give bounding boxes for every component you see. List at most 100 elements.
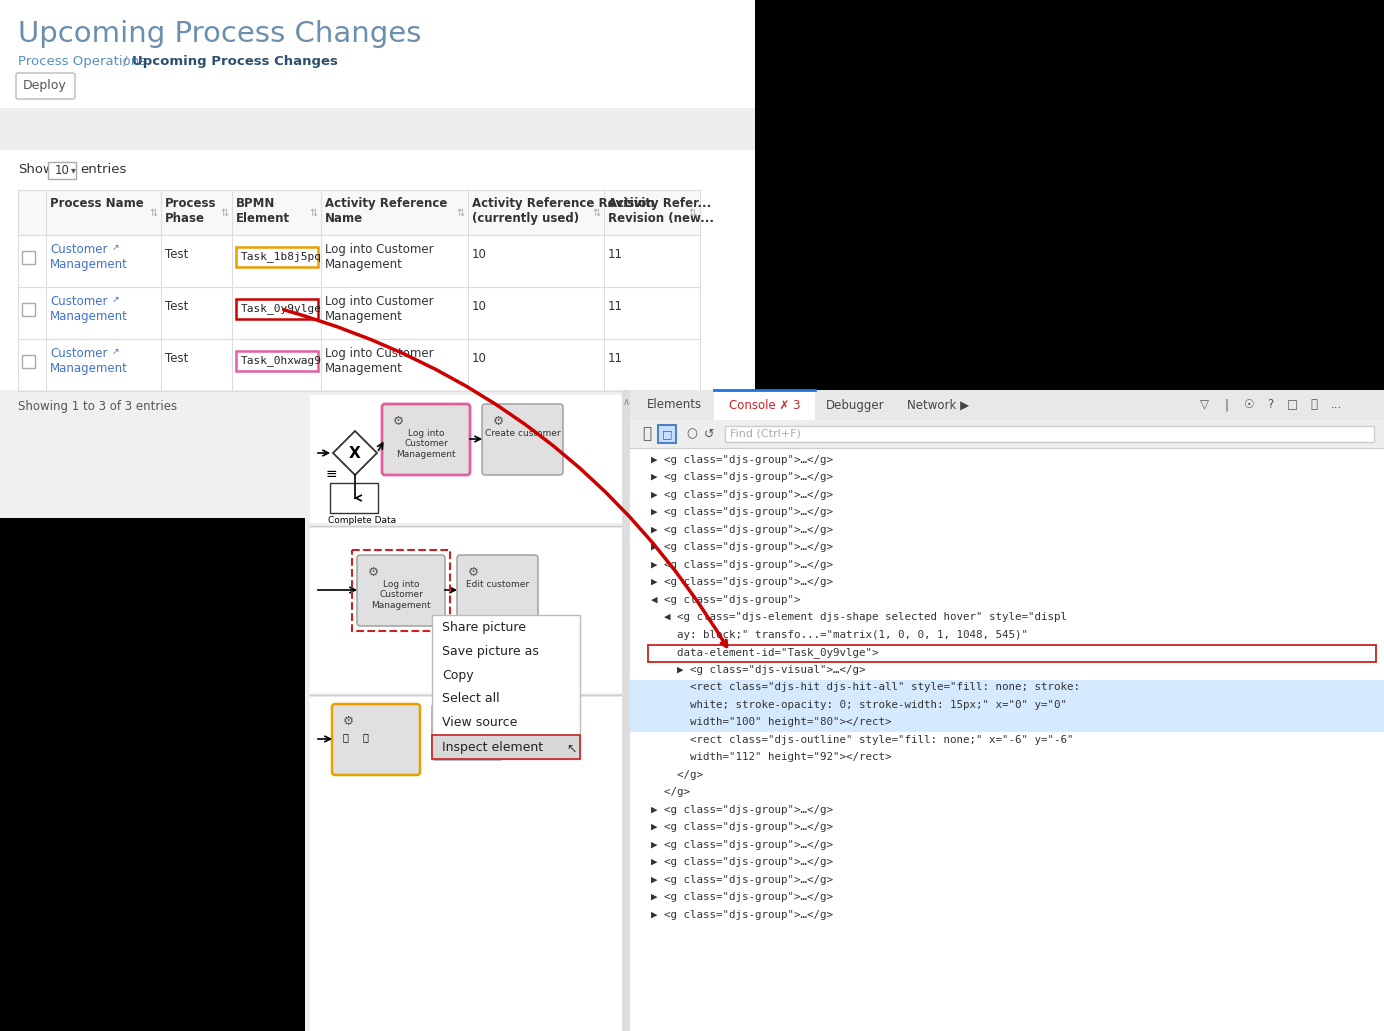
Text: Find (Ctrl+F): Find (Ctrl+F) xyxy=(729,429,801,439)
Text: ▶ <g class="djs-group">…</g>: ▶ <g class="djs-group">…</g> xyxy=(638,525,833,535)
Bar xyxy=(630,390,1384,1031)
Text: ≡: ≡ xyxy=(327,467,338,481)
Text: /: / xyxy=(123,55,127,68)
Text: |: | xyxy=(1223,399,1228,411)
Text: ⇅: ⇅ xyxy=(220,207,228,218)
Text: white; stroke-opacity: 0; stroke-width: 15px;" x="0" y="0": white; stroke-opacity: 0; stroke-width: … xyxy=(638,700,1067,709)
Text: Deploy: Deploy xyxy=(24,79,66,93)
Bar xyxy=(630,420,1384,448)
Text: Customer
Management: Customer Management xyxy=(50,295,127,323)
Text: Save picture as: Save picture as xyxy=(441,644,538,658)
FancyBboxPatch shape xyxy=(17,73,75,99)
Bar xyxy=(630,697,1384,714)
Text: Inspect element: Inspect element xyxy=(441,740,543,754)
Text: ⇅: ⇅ xyxy=(688,207,696,218)
Text: ▶ <g class="djs-group">…</g>: ▶ <g class="djs-group">…</g> xyxy=(638,857,833,867)
Text: ⇅: ⇅ xyxy=(455,207,464,218)
Text: 11: 11 xyxy=(608,248,623,262)
Bar xyxy=(0,0,756,390)
Text: Create customer: Create customer xyxy=(484,429,561,438)
Bar xyxy=(0,518,304,1031)
Text: Log into Customer
Management: Log into Customer Management xyxy=(325,243,433,271)
Bar xyxy=(630,679,1384,697)
FancyBboxPatch shape xyxy=(357,555,446,626)
Text: Process Operations: Process Operations xyxy=(18,55,147,68)
Text: X: X xyxy=(349,445,361,461)
Bar xyxy=(0,108,756,149)
Text: entries: entries xyxy=(80,163,126,176)
Text: 10: 10 xyxy=(55,164,69,177)
Text: 10: 10 xyxy=(472,353,487,366)
Text: ⇅: ⇅ xyxy=(149,207,158,218)
Text: ◀ <g class="djs-group">: ◀ <g class="djs-group"> xyxy=(638,595,800,605)
Bar xyxy=(237,247,318,267)
Text: ▶ <g class="djs-group">…</g>: ▶ <g class="djs-group">…</g> xyxy=(638,805,833,814)
Bar xyxy=(630,390,1384,420)
Text: ...: ... xyxy=(1330,399,1341,411)
Text: Process Name: Process Name xyxy=(50,197,144,210)
Text: Activity Reference
Name: Activity Reference Name xyxy=(325,197,447,225)
Text: ⇅: ⇅ xyxy=(592,207,601,218)
Bar xyxy=(22,355,35,368)
Text: ↖: ↖ xyxy=(566,742,577,756)
Text: ⇅: ⇅ xyxy=(309,207,317,218)
Bar xyxy=(310,528,621,693)
Text: ▶ <g class="djs-group">…</g>: ▶ <g class="djs-group">…</g> xyxy=(638,892,833,902)
Bar xyxy=(310,395,621,523)
Bar xyxy=(329,483,378,513)
FancyBboxPatch shape xyxy=(432,704,502,760)
Text: ?: ? xyxy=(1266,399,1273,411)
Text: ▶ <g class="djs-group">…</g>: ▶ <g class="djs-group">…</g> xyxy=(638,577,833,588)
Bar xyxy=(237,299,318,319)
Text: ⚙: ⚙ xyxy=(393,415,404,428)
Text: Show: Show xyxy=(18,163,54,176)
Text: ↺: ↺ xyxy=(704,428,714,440)
Text: ⚙: ⚙ xyxy=(443,716,454,728)
Text: ▶ <g class="djs-group">…</g>: ▶ <g class="djs-group">…</g> xyxy=(638,455,833,465)
Bar xyxy=(22,251,35,264)
Bar xyxy=(648,644,1376,662)
Text: ▶ <g class="djs-group">…</g>: ▶ <g class="djs-group">…</g> xyxy=(638,823,833,832)
Text: ▶ <g class="djs-group">…</g>: ▶ <g class="djs-group">…</g> xyxy=(638,507,833,518)
Text: <rect class="djs-hit djs-hit-all" style="fill: none; stroke:: <rect class="djs-hit djs-hit-all" style=… xyxy=(638,683,1080,692)
Text: ▶ <g class="djs-group">…</g>: ▶ <g class="djs-group">…</g> xyxy=(638,840,833,850)
Text: Elements: Elements xyxy=(646,399,702,411)
Text: 10: 10 xyxy=(472,300,487,313)
Text: ⚙: ⚙ xyxy=(493,415,504,428)
Text: ∧: ∧ xyxy=(623,397,630,407)
Text: Showing 1 to 3 of 3 entries: Showing 1 to 3 of 3 entries xyxy=(18,400,177,413)
Text: Console ✗ 3: Console ✗ 3 xyxy=(729,399,800,411)
Text: ▶ <g class="djs-group">…</g>: ▶ <g class="djs-group">…</g> xyxy=(638,542,833,553)
Text: ⌕: ⌕ xyxy=(1311,399,1318,411)
Text: 10: 10 xyxy=(472,248,487,262)
Text: ▶ <g class="djs-group">…</g>: ▶ <g class="djs-group">…</g> xyxy=(638,874,833,885)
Text: Activity Reference Revision
(currently used): Activity Reference Revision (currently u… xyxy=(472,197,655,225)
Text: 11: 11 xyxy=(608,300,623,313)
Bar xyxy=(630,714,1384,732)
Text: Task_1b8j5pq: Task_1b8j5pq xyxy=(241,252,322,263)
Text: ▶ <g class="djs-group">…</g>: ▶ <g class="djs-group">…</g> xyxy=(638,909,833,920)
Text: Copy: Copy xyxy=(441,668,473,681)
Text: 📋: 📋 xyxy=(363,732,370,742)
Text: </g>: </g> xyxy=(638,770,703,779)
Bar xyxy=(432,735,580,759)
Text: ▽: ▽ xyxy=(1200,399,1208,411)
Text: ▶ <g class="djs-group">…</g>: ▶ <g class="djs-group">…</g> xyxy=(638,472,833,483)
Text: data-element-id="Task_0y9vlge">: data-element-id="Task_0y9vlge"> xyxy=(638,646,879,658)
Text: Log into
Customer
Management: Log into Customer Management xyxy=(371,580,430,609)
Bar xyxy=(22,303,35,315)
Text: ↗: ↗ xyxy=(112,295,119,304)
Text: Customer
Management: Customer Management xyxy=(50,347,127,375)
Text: Process
Phase: Process Phase xyxy=(165,197,216,225)
Text: stcomer: stcomer xyxy=(448,729,486,738)
Text: 🔍: 🔍 xyxy=(343,732,349,742)
Text: Select all: Select all xyxy=(441,693,500,705)
Text: Task_0y9vlge: Task_0y9vlge xyxy=(241,303,322,314)
Bar xyxy=(18,190,700,235)
Text: </g>: </g> xyxy=(638,788,691,797)
FancyBboxPatch shape xyxy=(382,404,471,475)
Text: Customer
Management: Customer Management xyxy=(50,243,127,271)
Text: ⚙: ⚙ xyxy=(468,566,479,579)
Bar xyxy=(657,425,675,443)
Polygon shape xyxy=(334,431,376,475)
